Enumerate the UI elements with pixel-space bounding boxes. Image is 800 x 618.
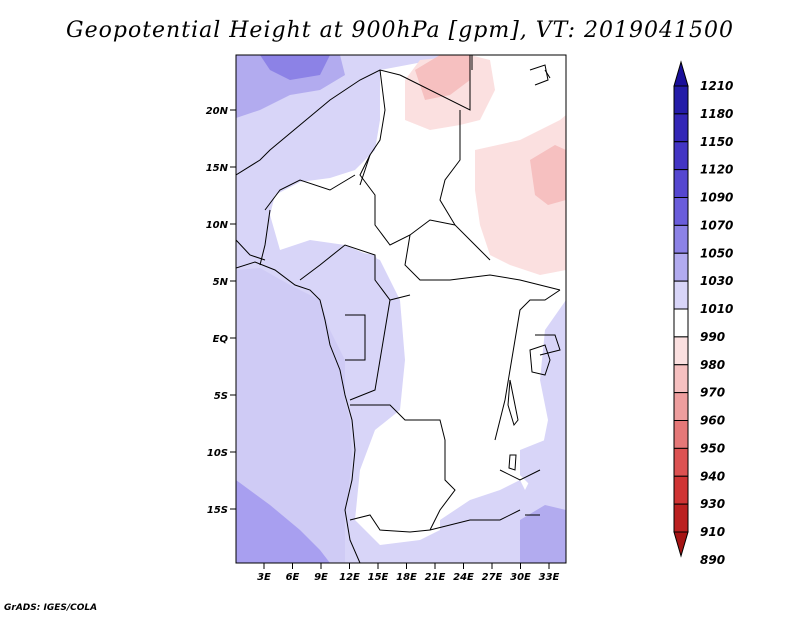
- colorbar-label: 1010: [700, 302, 733, 316]
- lon-label: 6E: [286, 572, 300, 583]
- lat-label: 10S: [207, 448, 228, 459]
- colorbar-label: 1050: [700, 246, 733, 260]
- lavender-patch-2: [520, 440, 560, 490]
- ocean-field: [236, 268, 352, 563]
- chart-title: Geopotential Height at 900hPa [gpm], VT:…: [66, 18, 734, 43]
- colorbar-bin: [673, 113, 689, 143]
- lon-label: 3E: [257, 572, 271, 583]
- colorbar-label: 1180: [700, 107, 733, 121]
- colorbar-bin: [673, 141, 689, 171]
- colorbar-bin: [673, 169, 689, 198]
- colorbar-label: 980: [700, 358, 725, 372]
- map-frame: [235, 54, 567, 564]
- pink-north-dark: [415, 55, 470, 100]
- lon-label: 9E: [314, 572, 328, 583]
- lon-label: 27E: [482, 572, 503, 583]
- lakes: [507, 69, 551, 516]
- colorbar-bin: [673, 475, 689, 505]
- purple-se: [520, 505, 566, 563]
- colorbar-bin: [673, 447, 689, 477]
- colorbar-label: 940: [700, 469, 725, 483]
- lon-label: 24E: [453, 572, 474, 583]
- colorbar-label: 1120: [700, 163, 733, 177]
- colorbar-bin: [673, 252, 689, 282]
- map-plot: [236, 55, 566, 563]
- colorbar-label: 890: [700, 553, 725, 567]
- lat-label: 5S: [214, 391, 228, 402]
- colorbar-bin: [673, 197, 689, 226]
- colorbar-label: 990: [700, 330, 725, 344]
- grads-credit: GrADS: IGES/COLA: [4, 603, 98, 613]
- colorbar-bottom-triangle: [673, 531, 689, 558]
- lat-label: 20N: [206, 106, 229, 117]
- purple-nw-dark: [260, 55, 330, 80]
- colorbar-label: 1070: [700, 218, 733, 232]
- colorbar-bin: [673, 224, 689, 254]
- colorbar-label: 1150: [700, 135, 733, 149]
- colorbar-label: 1030: [700, 274, 733, 288]
- lon-label: 33E: [539, 572, 560, 583]
- colorbar-bin: [673, 420, 689, 449]
- lavender-patch-3: [345, 250, 390, 300]
- colorbar-label: 930: [700, 497, 725, 511]
- lon-axis: 3E 6E 9E 12E 15E 18E 21E 24E 27E 30E 33E: [257, 563, 560, 583]
- colorbar-label: 950: [700, 441, 725, 455]
- lon-label: 15E: [368, 572, 389, 583]
- colorbar-bin: [673, 503, 689, 533]
- pink-northeast-dark: [530, 145, 566, 205]
- colorbar-bin: [673, 308, 689, 338]
- colorbar-bin: [673, 85, 689, 115]
- country-borders: [236, 55, 561, 533]
- lat-axis: 20N 15N 10N 5N EQ 5S 10S 15S: [206, 106, 236, 516]
- colorbar-label: 960: [700, 414, 725, 428]
- colorbar-label: 1210: [700, 79, 733, 93]
- colorbar-bin: [673, 280, 689, 310]
- lavender-patch-1: [440, 480, 530, 545]
- colorbar-top-triangle: [673, 60, 689, 87]
- colorbar-bin: [673, 336, 689, 366]
- colorbar-bin: [673, 364, 689, 394]
- colorbar-bin: [673, 392, 689, 421]
- colorbar-label: 1090: [700, 191, 733, 205]
- lon-label: 21E: [425, 572, 446, 583]
- lat-label: 5N: [213, 277, 229, 288]
- colorbar: 1210 1180 1150 1120 1090 1070 1050 1030 1010 990 9…: [673, 60, 733, 567]
- lat-label: 15N: [206, 163, 229, 174]
- lon-label: 18E: [396, 572, 417, 583]
- lat-label: 15S: [207, 505, 228, 516]
- deep-purple-sw: [236, 480, 330, 563]
- lat-label: EQ: [213, 334, 229, 345]
- coastline: [236, 261, 361, 563]
- lon-label: 30E: [510, 572, 531, 583]
- lat-label: 10N: [206, 220, 229, 231]
- colorbar-label: 970: [700, 386, 725, 400]
- lon-label: 12E: [339, 572, 360, 583]
- colorbar-label: 910: [700, 525, 725, 539]
